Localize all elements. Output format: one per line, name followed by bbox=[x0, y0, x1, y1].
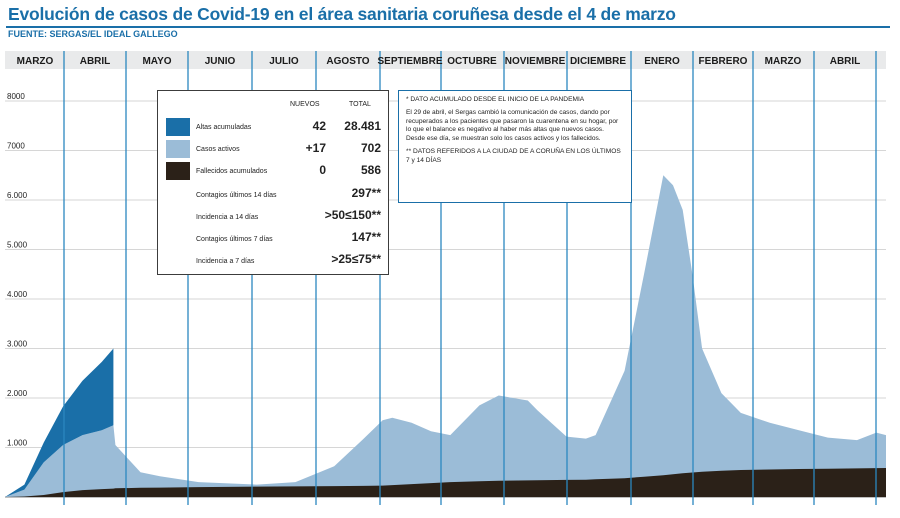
month-label-12: MARZO bbox=[765, 56, 802, 67]
month-label-0: MARZO bbox=[17, 56, 54, 67]
stat-label-incidencia-7: Incidencia a 7 días bbox=[196, 258, 255, 265]
month-label-1: ABRIL bbox=[80, 56, 111, 67]
ytick-label-1: 7000 bbox=[7, 142, 25, 151]
stat-label-contagios-7: Contagios últimos 7 días bbox=[196, 236, 273, 243]
months-band bbox=[5, 51, 886, 69]
month-label-10: ENERO bbox=[644, 56, 680, 67]
month-label-11: FEBRERO bbox=[699, 56, 748, 67]
notes-box: * DATO ACUMULADO DESDE EL INICIO DE LA P… bbox=[398, 90, 632, 203]
legend-total-fallecidos: 586 bbox=[360, 163, 381, 177]
ytick-label-0: 8000 bbox=[7, 92, 25, 101]
ytick-label-5: 3.000 bbox=[7, 340, 28, 349]
title-rule bbox=[6, 26, 890, 28]
legend-total-activos: 702 bbox=[360, 141, 381, 155]
ytick-label-7: 1.000 bbox=[7, 439, 28, 448]
area-layer bbox=[5, 175, 886, 498]
legend-new-altas: 42 bbox=[312, 119, 326, 133]
ytick-label-2: 6.000 bbox=[7, 191, 28, 200]
month-label-4: JULIO bbox=[269, 56, 299, 67]
legend-col-total: TOTAL bbox=[349, 101, 371, 108]
legend-new-activos: +17 bbox=[305, 141, 326, 155]
ytick-label-3: 5.000 bbox=[7, 241, 28, 250]
month-label-5: AGOSTO bbox=[326, 56, 369, 67]
legend-col-new: NUEVOS bbox=[290, 101, 320, 108]
legend-new-fallecidos: 0 bbox=[319, 163, 326, 177]
legend-label-altas: Altas acumuladas bbox=[196, 124, 252, 131]
note-sergas-change: El 29 de abril, el Sergas cambió la comu… bbox=[406, 109, 619, 142]
source-line: FUENTE: SERGAS/EL IDEAL GALLEGO bbox=[8, 29, 178, 39]
month-label-8: NOVIEMBRE bbox=[505, 56, 566, 67]
stat-value-incidencia-14: >50≤150** bbox=[324, 208, 381, 222]
month-layer: MARZO ABRIL MAYO JUNIO JULIO AGOSTO SEPTIEMBRE… bbox=[5, 51, 886, 505]
month-label-6: SEPTIEMBRE bbox=[377, 56, 442, 67]
legend-total-altas: 28.481 bbox=[344, 119, 381, 133]
month-label-7: OCTUBRE bbox=[447, 56, 497, 67]
series-casos-activos bbox=[5, 175, 886, 498]
month-label-2: MAYO bbox=[142, 56, 171, 67]
ytick-label-6: 2.000 bbox=[7, 389, 28, 398]
note-acumulado: * DATO ACUMULADO DESDE EL INICIO DE LA P… bbox=[406, 96, 585, 103]
month-label-9: DICIEMBRE bbox=[570, 56, 626, 67]
legend-box: NUEVOS TOTAL Altas acumuladas 42 28.481 … bbox=[157, 90, 389, 275]
stat-value-incidencia-7: >25≤75** bbox=[331, 252, 381, 266]
month-label-3: JUNIO bbox=[205, 56, 236, 67]
stat-label-incidencia-14: Incidencia a 14 días bbox=[196, 214, 259, 221]
stat-value-contagios-14: 297** bbox=[351, 186, 381, 200]
swatch-activos bbox=[166, 140, 190, 158]
series-fallecidos-acumulados bbox=[5, 468, 886, 497]
series-altas-acumuladas bbox=[5, 348, 114, 497]
legend-label-activos: Casos activos bbox=[196, 146, 240, 153]
swatch-fallecidos bbox=[166, 162, 190, 180]
ytick-label-4: 4.000 bbox=[7, 290, 28, 299]
chart-title: Evolución de casos de Covid-19 en el áre… bbox=[8, 4, 676, 24]
stat-label-contagios-14: Contagios últimos 14 días bbox=[196, 192, 277, 199]
ytick-layer: 8000 7000 6.000 5.000 4.000 3.000 2.000 1.000 bbox=[7, 92, 28, 448]
month-label-13: ABRIL bbox=[830, 56, 861, 67]
legend-label-fallecidos: Fallecidos acumulados bbox=[196, 168, 268, 175]
stat-value-contagios-7: 147** bbox=[351, 230, 381, 244]
swatch-altas bbox=[166, 118, 190, 136]
note-coruna-data: ** DATOS REFERIDOS A LA CIUDAD DE A CORU… bbox=[406, 148, 621, 164]
